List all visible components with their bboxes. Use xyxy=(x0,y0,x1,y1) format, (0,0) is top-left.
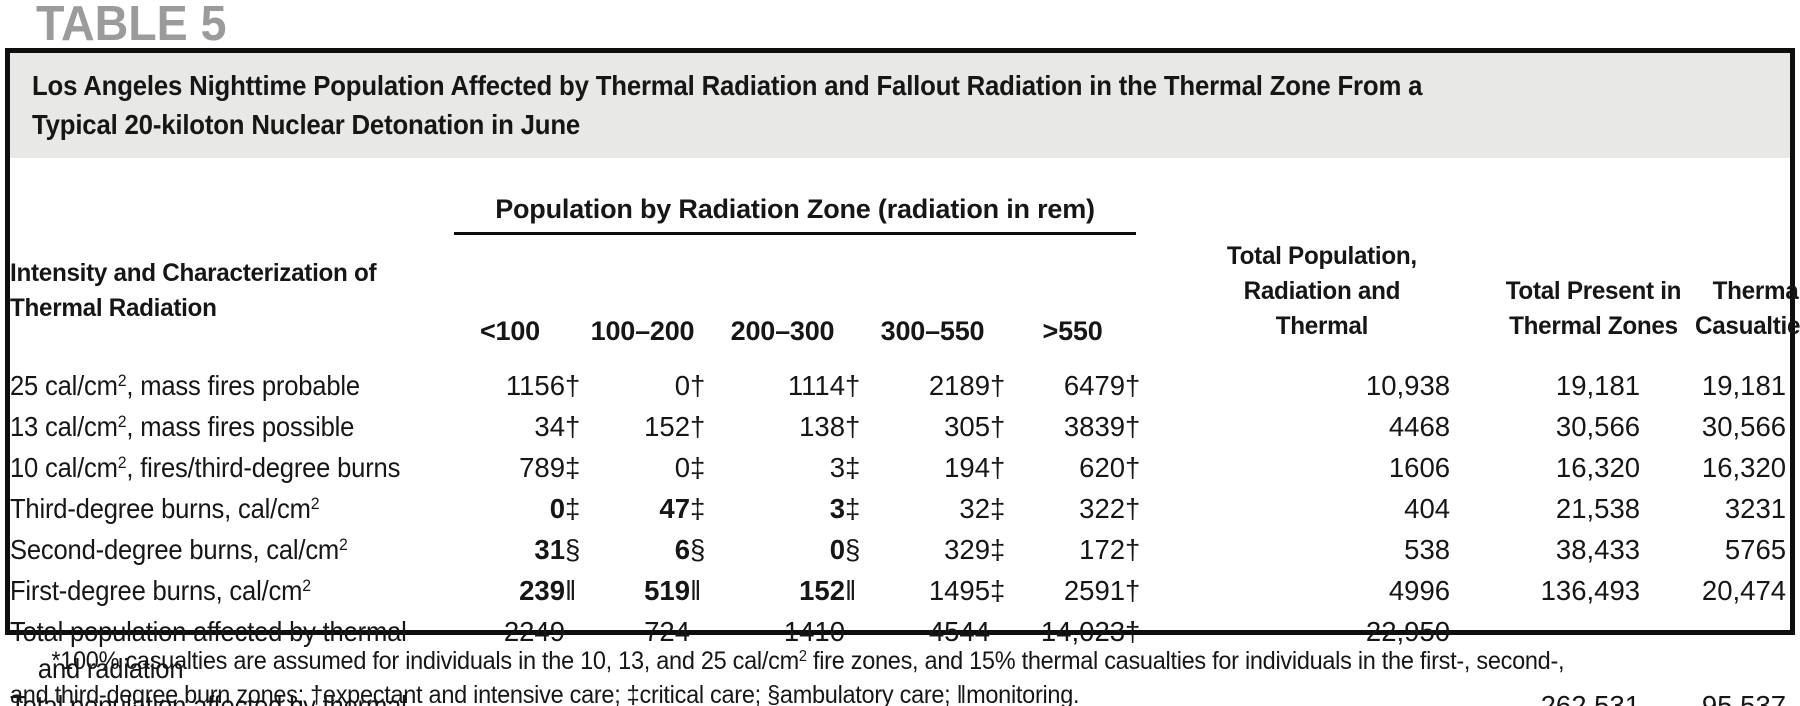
value-cell: 3‡ xyxy=(829,452,861,483)
value-cell: 0‡ xyxy=(674,452,706,483)
value-cell: 1156† xyxy=(505,370,581,401)
table-row: Total population affected by thermal and … xyxy=(10,613,1786,687)
row-label: 10 cal/cm2, fires/third-degree burns xyxy=(10,452,401,483)
column-group-radiation-zone: Population by Radiation Zone (radiation … xyxy=(440,158,1140,271)
row-label: Total population affected by thermal and … xyxy=(10,616,407,684)
column-header-intensity: Intensity and Characterization of Therma… xyxy=(10,259,377,322)
value-cell: 3‡ xyxy=(829,493,861,524)
value-cell: 262,531 xyxy=(1540,690,1641,706)
row-label: 25 cal/cm2, mass fires probable xyxy=(10,370,360,401)
value-cell: 194† xyxy=(944,452,1006,483)
table-title-bar: Los Angeles Nighttime Population Affecte… xyxy=(10,53,1790,158)
value-cell: 136,493 xyxy=(1540,575,1641,606)
value-cell: 38,433 xyxy=(1555,534,1641,565)
value-cell: 3231 xyxy=(1724,493,1787,524)
value-cell: 0§ xyxy=(829,534,861,565)
value-cell: 19,181 xyxy=(1555,370,1641,401)
footnote-line-1: *100% casualties are assumed for individ… xyxy=(51,647,1565,675)
footnote: *100% casualties are assumed for individ… xyxy=(10,646,1796,706)
value-cell: 32‡ xyxy=(959,493,1006,524)
table-row: 25 cal/cm2, mass fires probable 1156† 0† 11… xyxy=(10,362,1786,408)
value-cell: 14,023† xyxy=(1040,616,1141,647)
column-header-zone-gt550: >550 xyxy=(1042,316,1103,346)
data-table: Intensity and Characterization of Therma… xyxy=(10,158,1800,706)
column-header-zone-lt100: <100 xyxy=(479,316,541,346)
table-number-tag: TABLE 5 xyxy=(36,0,227,51)
value-cell: 5765 xyxy=(1724,534,1787,565)
value-cell: 322† xyxy=(1079,493,1141,524)
value-cell: 4468 xyxy=(1388,411,1451,442)
value-cell: 152‖ xyxy=(799,575,857,606)
table-box: Los Angeles Nighttime Population Affecte… xyxy=(5,48,1800,706)
value-cell: 16,320 xyxy=(1701,452,1787,483)
value-cell: 0‡ xyxy=(549,493,581,524)
footnote-line-2: and third-degree burn zones; †expectant … xyxy=(10,681,1080,706)
table-row: Total population affected by thermal 262,… xyxy=(10,687,1786,706)
value-cell: 138† xyxy=(799,411,861,442)
radiation-zone-group-label: Population by Radiation Zone (radiation … xyxy=(454,194,1137,235)
value-cell: 34† xyxy=(534,411,581,442)
table-row: Second-degree burns, cal/cm2 31§ 6§ 0§ 329‡ 1… xyxy=(10,531,1786,572)
value-cell: 0† xyxy=(674,370,706,401)
value-cell: 519‖ xyxy=(644,575,702,606)
value-cell: 305† xyxy=(944,411,1006,442)
value-cell: 30,566 xyxy=(1555,411,1641,442)
value-cell: 1114† xyxy=(787,370,861,401)
value-cell: 22,950 xyxy=(1365,616,1451,647)
value-cell: 152† xyxy=(644,411,706,442)
column-header-total-present: Total Present in Thermal Zones xyxy=(1506,277,1682,340)
value-cell: 4996 xyxy=(1388,575,1451,606)
column-header-thermal-casualties: Thermal Casualties* xyxy=(1695,277,1800,340)
value-cell: 1410 xyxy=(783,616,845,647)
value-cell: 404 xyxy=(1404,493,1451,524)
row-label: 13 cal/cm2, mass fires possible xyxy=(10,411,355,442)
table-row: 10 cal/cm2, fires/third-degree burns 789‡… xyxy=(10,449,1786,490)
table-row: First-degree burns, cal/cm2 239‖ 519‖ 152‖ 1… xyxy=(10,572,1786,613)
table-row: Third-degree burns, cal/cm2 0‡ 47‡ 3‡ 32‡ 322… xyxy=(10,490,1786,531)
value-cell: 1495‡ xyxy=(928,575,1006,606)
value-cell: 19,181 xyxy=(1701,370,1787,401)
row-label: First-degree burns, cal/cm2 xyxy=(10,575,311,606)
value-cell: 2189† xyxy=(928,370,1006,401)
column-header-zone-100-200: 100–200 xyxy=(590,316,695,346)
table-row: 13 cal/cm2, mass fires possible 34† 152† 13… xyxy=(10,408,1786,449)
value-cell: 6§ xyxy=(674,534,706,565)
value-cell: 172† xyxy=(1079,534,1141,565)
value-cell: 20,474 xyxy=(1701,575,1787,606)
column-header-zone-200-300: 200–300 xyxy=(730,316,835,346)
value-cell: 31§ xyxy=(534,534,581,565)
value-cell: 724 xyxy=(644,616,690,647)
value-cell: 47‡ xyxy=(659,493,706,524)
value-cell: 2249 xyxy=(503,616,565,647)
column-header-total-population: Total Population, Radiation and Thermal xyxy=(1226,242,1417,340)
table-title: Los Angeles Nighttime Population Affecte… xyxy=(32,70,1423,140)
column-header-zone-300-550: 300–550 xyxy=(880,316,985,346)
row-label: Third-degree burns, cal/cm2 xyxy=(10,493,320,524)
value-cell: 16,320 xyxy=(1555,452,1641,483)
value-cell: 239‖ xyxy=(519,575,577,606)
value-cell: 329‡ xyxy=(944,534,1006,565)
value-cell: 3839† xyxy=(1063,411,1141,442)
table-body: 25 cal/cm2, mass fires probable 1156† 0† 11… xyxy=(10,362,1786,706)
value-cell: 620† xyxy=(1079,452,1141,483)
value-cell: 2591† xyxy=(1063,575,1141,606)
value-cell: 789‡ xyxy=(519,452,581,483)
row-label: Total population affected by thermal xyxy=(10,690,407,706)
value-cell: 30,566 xyxy=(1701,411,1787,442)
value-cell: 6479† xyxy=(1063,370,1141,401)
value-cell: 10,938 xyxy=(1365,370,1451,401)
value-cell: 21,538 xyxy=(1555,493,1641,524)
row-label: Second-degree burns, cal/cm2 xyxy=(10,534,348,565)
value-cell: 538 xyxy=(1404,534,1451,565)
value-cell: 95,537 xyxy=(1701,690,1787,706)
value-cell: 1606 xyxy=(1388,452,1451,483)
value-cell: 4544 xyxy=(928,616,990,647)
